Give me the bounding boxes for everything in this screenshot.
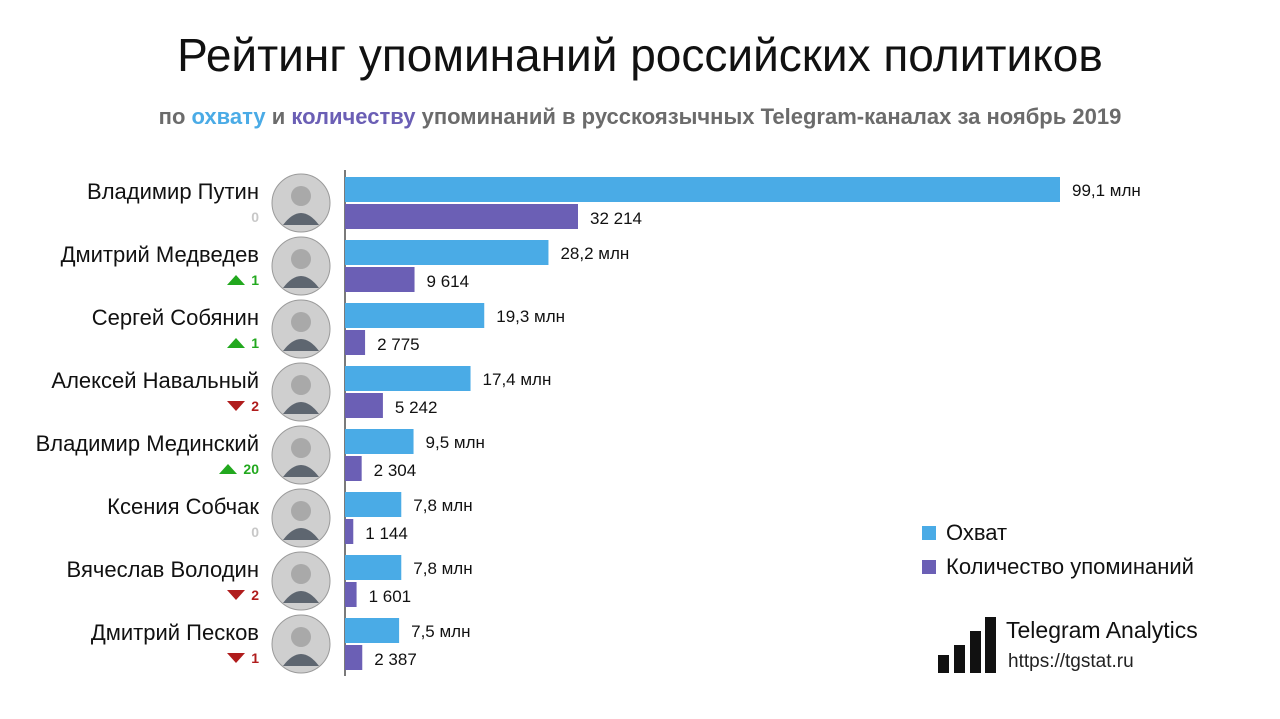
bar-reach-4 xyxy=(345,429,414,454)
avatar-head-icon-0 xyxy=(291,186,311,206)
legend-swatch-reach xyxy=(922,526,936,540)
brand-name: Telegram Analytics xyxy=(1006,617,1198,643)
bar-count-1 xyxy=(345,267,415,292)
avatar-body-icon-6 xyxy=(283,591,319,603)
data-label-count-0: 32 214 xyxy=(590,209,642,228)
legend-item-reach: Охват xyxy=(922,516,1194,550)
bar-reach-7 xyxy=(345,618,400,643)
data-label-reach-3: 17,4 млн xyxy=(483,370,552,389)
data-label-count-2: 2 775 xyxy=(377,335,420,354)
chart-subtitle: по охвату и количеству упоминаний в русс… xyxy=(0,104,1280,130)
subtitle-count-word: количеству xyxy=(291,104,416,129)
avatar-head-icon-5 xyxy=(291,501,311,521)
data-label-reach-4: 9,5 млн xyxy=(426,433,485,452)
rank-change-4: 20 xyxy=(243,461,259,477)
rank-change-6: 2 xyxy=(251,587,259,603)
data-label-count-5: 1 144 xyxy=(365,524,408,543)
data-label-reach-7: 7,5 млн xyxy=(411,622,470,641)
rank-down-icon-6 xyxy=(227,590,245,600)
rank-up-icon-2 xyxy=(227,338,245,348)
avatar-head-icon-2 xyxy=(291,312,311,332)
bar-reach-2 xyxy=(345,303,485,328)
category-label-3: Алексей Навальный xyxy=(51,368,259,393)
rank-change-5: 0 xyxy=(251,524,259,540)
chart-title: Рейтинг упоминаний российских политиков xyxy=(177,29,1103,81)
rank-change-2: 1 xyxy=(251,335,259,351)
subtitle-suffix: упоминаний в русскоязычных Telegram-кана… xyxy=(415,104,1122,129)
data-label-reach-0: 99,1 млн xyxy=(1072,181,1141,200)
bar-reach-1 xyxy=(345,240,549,265)
data-label-count-1: 9 614 xyxy=(427,272,470,291)
subtitle-middle: и xyxy=(265,104,292,129)
legend-item-count: Количество упоминаний xyxy=(922,550,1194,584)
bar-count-6 xyxy=(345,582,357,607)
rank-change-1: 1 xyxy=(251,272,259,288)
avatar-body-icon-3 xyxy=(283,402,319,414)
bar-reach-5 xyxy=(345,492,402,517)
category-label-5: Ксения Собчак xyxy=(107,494,259,519)
avatar-head-icon-6 xyxy=(291,564,311,584)
bar-count-4 xyxy=(345,456,362,481)
avatar-body-icon-7 xyxy=(283,654,319,666)
avatar-head-icon-1 xyxy=(291,249,311,269)
data-label-reach-1: 28,2 млн xyxy=(560,244,629,263)
legend-label-reach: Охват xyxy=(946,520,1008,545)
rank-change-0: 0 xyxy=(251,209,259,225)
rank-change-7: 1 xyxy=(251,650,259,666)
bar-count-3 xyxy=(345,393,383,418)
brand-url: https://tgstat.ru xyxy=(1008,651,1134,672)
avatar-head-icon-4 xyxy=(291,438,311,458)
legend-swatch-count xyxy=(922,560,936,574)
avatar-body-icon-5 xyxy=(283,528,319,540)
rank-down-icon-7 xyxy=(227,653,245,663)
bar-count-0 xyxy=(345,204,578,229)
category-label-4: Владимир Мединский xyxy=(36,431,259,456)
avatar-body-icon-1 xyxy=(283,276,319,288)
data-label-count-3: 5 242 xyxy=(395,398,438,417)
category-label-2: Сергей Собянин xyxy=(92,305,259,330)
rank-change-3: 2 xyxy=(251,398,259,414)
category-label-6: Вячеслав Володин xyxy=(67,557,259,582)
avatar-body-icon-0 xyxy=(283,213,319,225)
avatar-head-icon-7 xyxy=(291,627,311,647)
avatar-head-icon-3 xyxy=(291,375,311,395)
bar-reach-0 xyxy=(345,177,1060,202)
category-label-0: Владимир Путин xyxy=(87,179,259,204)
subtitle-prefix: по xyxy=(158,104,192,129)
data-label-count-4: 2 304 xyxy=(374,461,417,480)
bar-count-2 xyxy=(345,330,366,355)
bar-reach-6 xyxy=(345,555,402,580)
avatar-body-icon-2 xyxy=(283,339,319,351)
rank-up-icon-1 xyxy=(227,275,245,285)
rank-down-icon-3 xyxy=(227,401,245,411)
category-label-7: Дмитрий Песков xyxy=(91,620,259,645)
bar-count-5 xyxy=(345,519,354,544)
avatar-body-icon-4 xyxy=(283,465,319,477)
legend-label-count: Количество упоминаний xyxy=(946,554,1194,579)
data-label-count-6: 1 601 xyxy=(369,587,412,606)
rank-up-icon-4 xyxy=(219,464,237,474)
bar-reach-3 xyxy=(345,366,471,391)
bar-count-7 xyxy=(345,645,363,670)
signal-bars-icon xyxy=(938,617,998,673)
legend: Охват Количество упоминаний xyxy=(922,516,1194,584)
data-label-reach-6: 7,8 млн xyxy=(413,559,472,578)
data-label-reach-2: 19,3 млн xyxy=(496,307,565,326)
data-label-count-7: 2 387 xyxy=(374,650,417,669)
subtitle-reach-word: охвату xyxy=(191,104,266,129)
category-label-1: Дмитрий Медведев xyxy=(61,242,259,267)
data-label-reach-5: 7,8 млн xyxy=(413,496,472,515)
